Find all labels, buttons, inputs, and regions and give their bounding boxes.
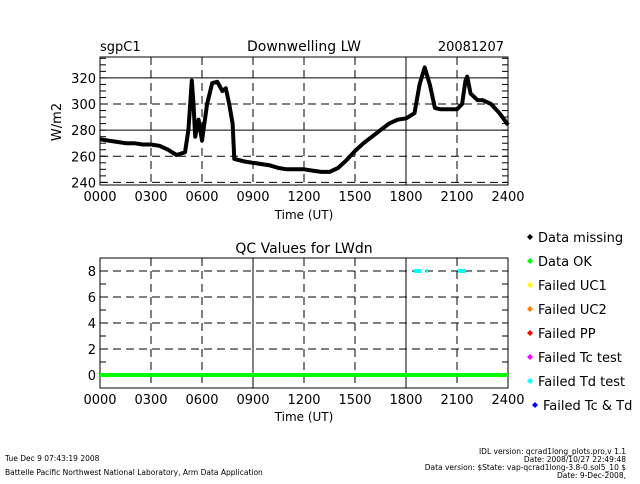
- top-x-tick-label: 2100: [440, 190, 473, 205]
- top-x-tick-label: 0300: [134, 190, 167, 205]
- bottom-x-tick-label: 1500: [338, 393, 371, 408]
- bottom-x-axis-label: Time (UT): [274, 410, 334, 424]
- legend-item-label: Failed Tc test: [538, 351, 622, 366]
- top-x-tick-label: 1200: [287, 190, 320, 205]
- legend-diamond-icon: [527, 234, 533, 240]
- top-x-axis-label: Time (UT): [274, 208, 334, 222]
- legend-item-label: Failed Td test: [538, 375, 625, 390]
- top-y-tick-label: 260: [71, 150, 96, 165]
- legend-item-label: Failed PP: [538, 327, 596, 342]
- top-y-tick-label: 300: [71, 98, 96, 113]
- bottom-x-tick-label: 2100: [440, 393, 473, 408]
- bottom-x-tick-label: 1200: [287, 393, 320, 408]
- bottom-y-tick-label: 0: [88, 369, 96, 384]
- bottom-y-tick-label: 2: [88, 343, 96, 358]
- bottom-y-tick-label: 4: [88, 317, 96, 332]
- top-x-tick-label: 0000: [83, 190, 116, 205]
- top-y-tick-label: 320: [71, 72, 96, 87]
- top-y-tick-label: 240: [71, 176, 96, 191]
- lwdn-series-line: [99, 65, 510, 174]
- legend-item-label: Data OK: [538, 255, 592, 270]
- legend-diamond-icon: [527, 258, 533, 264]
- station-label: sgpC1: [100, 40, 141, 55]
- top-y-tick-label: 280: [71, 124, 96, 139]
- bottom-x-tick-label: 0900: [236, 393, 269, 408]
- footer-data-date: Date: 9-Dec-2008,: [557, 471, 626, 480]
- date-label: 20081207: [438, 40, 504, 55]
- top-x-tick-label: 0900: [236, 190, 269, 205]
- top-y-axis-label: W/m2: [50, 103, 65, 141]
- bottom-y-tick-label: 6: [88, 291, 96, 306]
- footer-idl-date: Date: 2008/10/27 22:49:48: [524, 455, 626, 464]
- bottom-x-tick-label: 0300: [134, 393, 167, 408]
- legend-diamond-icon: [527, 330, 533, 336]
- top-plot-frame: [99, 56, 509, 186]
- legend-item-label: Failed UC1: [538, 279, 607, 294]
- legend-item-label: Failed UC2: [538, 303, 607, 318]
- footer-idl-version: IDL version: qcrad1long_plots.pro,v 1.1: [479, 447, 626, 456]
- top-x-tick-label: 1800: [389, 190, 422, 205]
- bottom-plot-frame: [99, 257, 509, 389]
- legend-diamond-icon: [527, 378, 533, 384]
- footer-organization: Battelle Pacific Northwest National Labo…: [5, 468, 263, 477]
- legend-diamond-icon: [532, 402, 538, 408]
- legend-item-label: Data missing: [538, 231, 623, 246]
- top-x-tick-label: 0600: [185, 190, 218, 205]
- legend-item-label: Failed Tc & Td: [543, 399, 632, 414]
- legend-diamond-icon: [527, 354, 533, 360]
- legend-diamond-icon: [527, 282, 533, 288]
- footer-timestamp: Tue Dec 9 07:43:19 2008: [4, 454, 100, 463]
- bottom-x-tick-label: 1800: [389, 393, 422, 408]
- bottom-x-tick-label: 0000: [83, 393, 116, 408]
- bottom-y-tick-label: 8: [88, 265, 96, 280]
- top-chart-title: Downwelling LW: [247, 39, 361, 55]
- top-x-tick-label: 1500: [338, 190, 371, 205]
- bottom-chart-title: QC Values for LWdn: [235, 241, 372, 257]
- legend-diamond-icon: [527, 306, 533, 312]
- top-x-tick-label: 2400: [491, 190, 524, 205]
- footer-data-version: Data version: $State: vap-qcrad1long-3.8…: [425, 463, 627, 472]
- bottom-x-tick-label: 2400: [491, 393, 524, 408]
- bottom-x-tick-label: 0600: [185, 393, 218, 408]
